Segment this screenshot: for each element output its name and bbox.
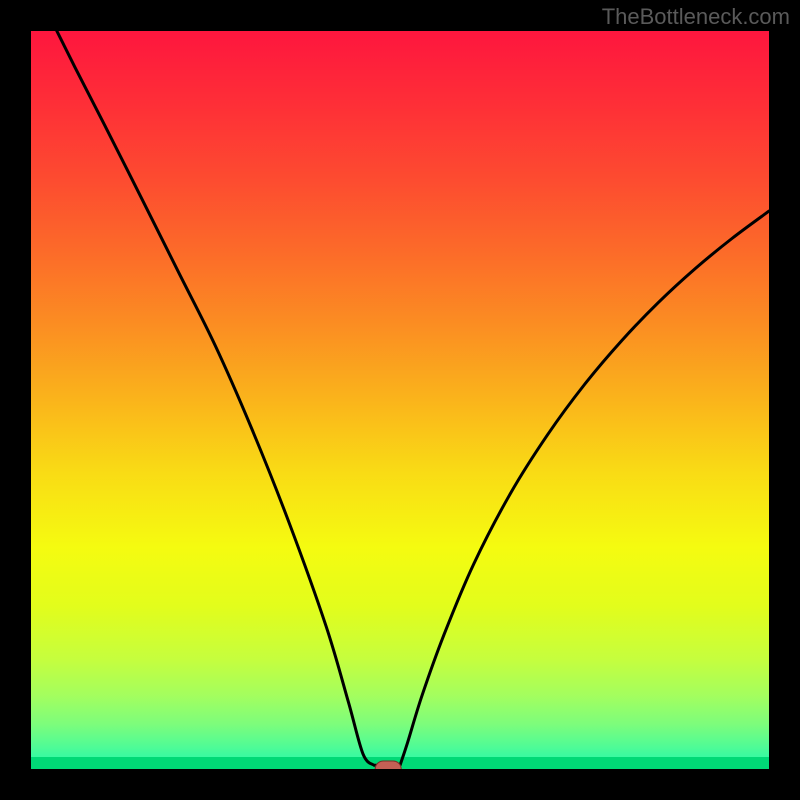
gradient-background	[31, 31, 769, 769]
watermark-text: TheBottleneck.com	[602, 4, 790, 30]
chart-root: TheBottleneck.com	[0, 0, 800, 800]
bottleneck-chart	[0, 0, 800, 800]
target-marker	[375, 761, 401, 777]
